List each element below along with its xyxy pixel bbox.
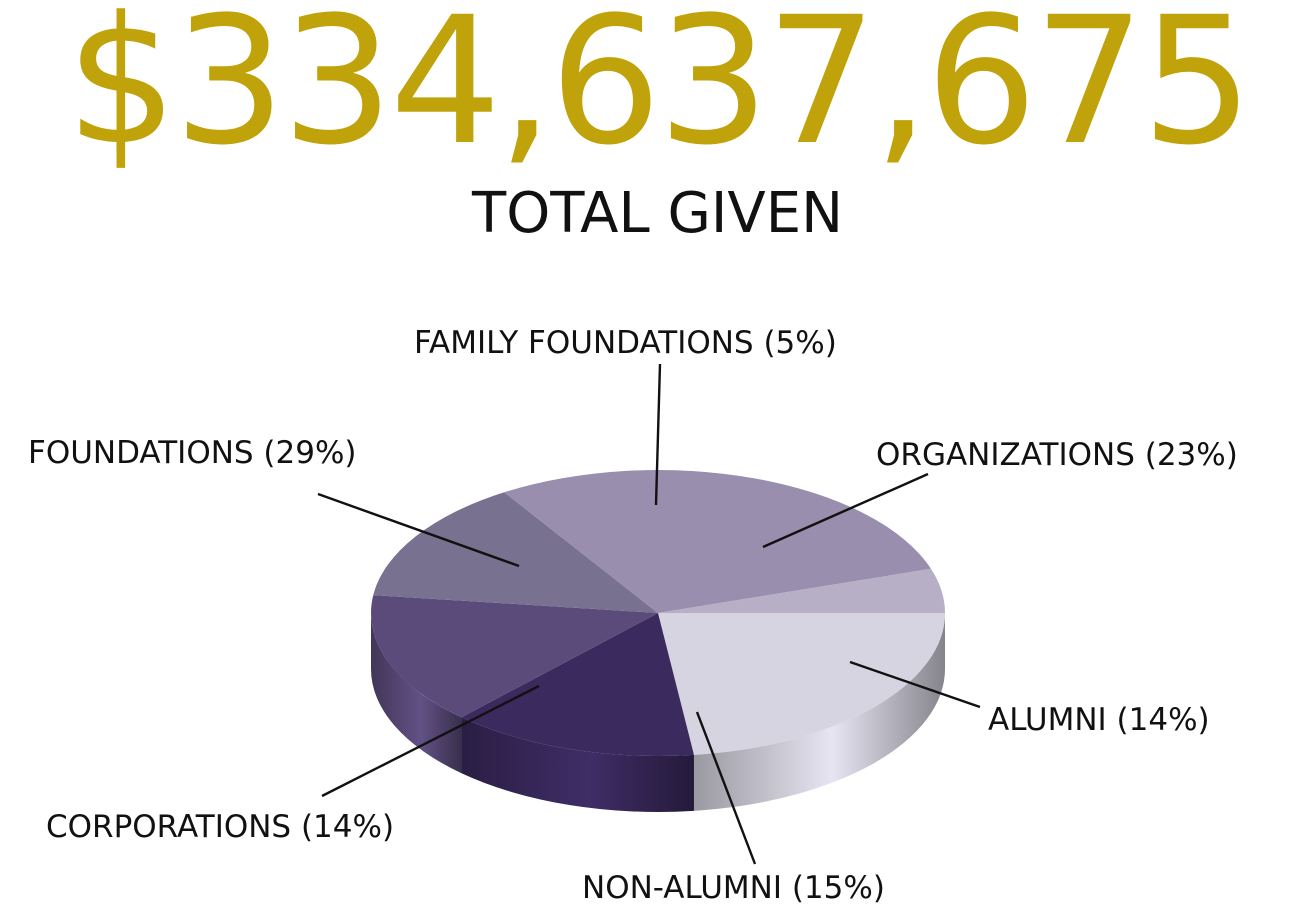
slice-label-non-alumni: NON-ALUMNI (15%) xyxy=(582,870,885,906)
pie-leaders xyxy=(317,363,981,865)
leader-line-non-alumni xyxy=(695,711,757,865)
total-caption: TOTAL GIVEN xyxy=(472,181,843,246)
leader-line-foundations xyxy=(317,492,520,568)
leader-line-family-foundations xyxy=(654,363,662,506)
pie-side-alumni xyxy=(461,717,694,812)
slice-label-corporations: CORPORATIONS (14%) xyxy=(46,809,394,845)
pie-side-organizations xyxy=(693,613,945,811)
pie-slice-organizations xyxy=(658,613,945,755)
total-amount: $334,637,675 xyxy=(65,0,1254,184)
leader-line-corporations xyxy=(321,684,540,798)
pie-slice-non-alumni xyxy=(371,595,658,718)
slice-label-alumni: ALUMNI (14%) xyxy=(988,702,1210,738)
pie-labels: ORGANIZATIONS (23%) ALUMNI (14%) NON-ALUMN… xyxy=(28,325,1238,906)
pie-side-non-alumni xyxy=(371,613,462,774)
slice-label-foundations: FOUNDATIONS (29%) xyxy=(28,435,357,471)
leader-line-organizations xyxy=(762,472,929,549)
slice-label-family-foundations: FAMILY FOUNDATIONS (5%) xyxy=(414,325,837,361)
pie-sides xyxy=(371,613,945,812)
pie-slice-corporations xyxy=(373,492,658,613)
pie-top xyxy=(371,469,945,756)
slice-label-organizations: ORGANIZATIONS (23%) xyxy=(876,437,1238,473)
leader-line-alumni xyxy=(849,660,981,709)
pie-slice-family-foundations xyxy=(658,568,945,613)
pie-slice-alumni xyxy=(461,613,694,756)
pie-slice-foundations xyxy=(504,469,931,613)
